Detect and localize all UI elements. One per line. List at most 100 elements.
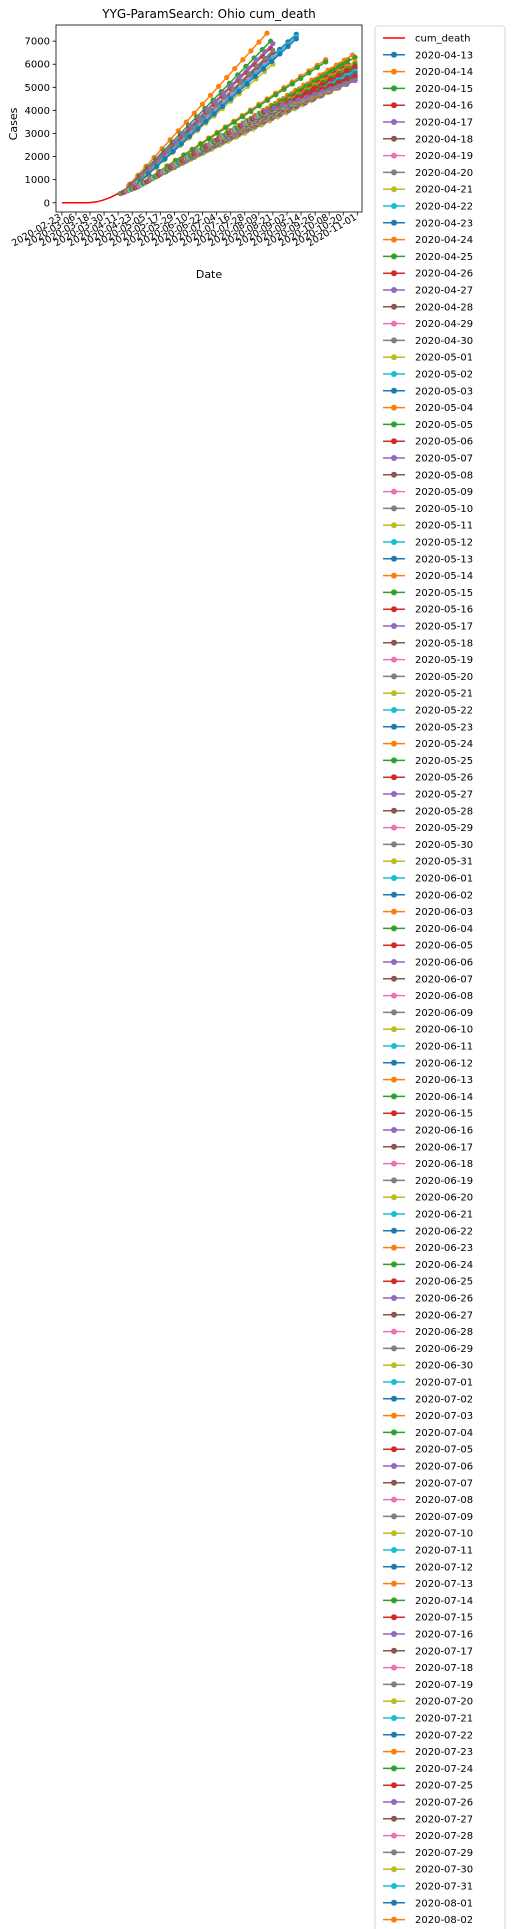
- legend-label: 2020-06-17: [415, 1142, 473, 1153]
- data-point: [281, 86, 287, 92]
- legend-label: 2020-06-21: [415, 1210, 473, 1221]
- legend-entry: 2020-06-19: [383, 1176, 473, 1187]
- legend-marker: [391, 438, 397, 445]
- y-tick-label: 4000: [25, 106, 50, 117]
- legend-label: 2020-05-26: [415, 773, 473, 784]
- data-point: [327, 77, 333, 83]
- legend-label: 2020-07-26: [415, 1798, 473, 1809]
- data-point: [264, 30, 270, 36]
- legend-entry: 2020-06-02: [383, 890, 473, 901]
- legend-label: 2020-05-27: [415, 790, 473, 801]
- legend-entry: 2020-07-22: [383, 1730, 473, 1741]
- legend-entry: 2020-07-28: [383, 1831, 473, 1842]
- legend-label: 2020-06-25: [415, 1277, 473, 1288]
- legend-entry: 2020-06-28: [383, 1327, 473, 1338]
- legend-marker: [391, 1211, 397, 1217]
- legend-entry: 2020-07-04: [383, 1428, 473, 1439]
- data-point: [285, 43, 291, 50]
- legend-label: 2020-06-02: [415, 890, 473, 901]
- legend-label: 2020-07-12: [415, 1562, 473, 1573]
- legend-entry: 2020-05-18: [383, 638, 473, 649]
- legend-label: 2020-06-11: [415, 1042, 473, 1053]
- legend-entry: 2020-07-01: [383, 1378, 473, 1389]
- legend-marker: [391, 51, 397, 58]
- legend-marker: [391, 1160, 397, 1167]
- data-point: [246, 71, 252, 77]
- legend-marker: [391, 1379, 397, 1385]
- legend-marker: [391, 1009, 397, 1016]
- legend-marker: [391, 471, 397, 478]
- legend-entry: 2020-04-13: [383, 50, 473, 61]
- legend-entry: 2020-06-14: [383, 1092, 473, 1103]
- legend-entry: 2020-07-30: [383, 1865, 473, 1876]
- legend-marker: [391, 1832, 397, 1839]
- legend-marker: [391, 253, 397, 260]
- legend-label: 2020-06-19: [415, 1176, 473, 1187]
- legend-marker: [391, 1177, 397, 1184]
- legend-marker: [391, 1295, 397, 1301]
- legend-entry: 2020-05-27: [383, 790, 473, 801]
- series-2020-04-23: [129, 36, 299, 192]
- legend-label: 2020-04-23: [415, 218, 473, 229]
- legend-label: 2020-06-22: [415, 1226, 473, 1237]
- legend-marker: [391, 1883, 397, 1889]
- legend-marker: [391, 102, 397, 109]
- legend-label: 2020-05-28: [415, 806, 473, 817]
- legend-marker: [391, 707, 397, 713]
- legend-label: 2020-06-20: [415, 1193, 473, 1204]
- data-point: [279, 102, 285, 109]
- legend-label: 2020-07-13: [415, 1579, 473, 1590]
- legend-entry: 2020-05-06: [383, 437, 473, 448]
- legend-label: 2020-06-07: [415, 974, 473, 985]
- data-point: [222, 94, 228, 100]
- legend-entry: 2020-07-25: [383, 1781, 473, 1792]
- legend-label: 2020-05-13: [415, 554, 473, 565]
- legend-entry: 2020-04-21: [383, 185, 473, 196]
- legend-label: 2020-06-03: [415, 907, 473, 918]
- legend-label: 2020-05-30: [415, 840, 473, 851]
- legend-label: 2020-05-08: [415, 470, 473, 481]
- legend-marker: [391, 673, 397, 680]
- legend-entry: 2020-07-21: [383, 1714, 473, 1725]
- legend-entry: 2020-06-27: [383, 1310, 473, 1321]
- data-point: [260, 66, 267, 72]
- legend-label: 2020-07-28: [415, 1831, 473, 1842]
- legend-entry: 2020-06-10: [383, 1025, 473, 1036]
- legend-label: 2020-06-13: [415, 1075, 473, 1086]
- data-point: [221, 90, 227, 96]
- legend-entry: 2020-06-08: [383, 991, 473, 1002]
- data-point: [263, 108, 269, 114]
- y-tick-label: 5000: [25, 83, 50, 94]
- legend-marker: [391, 639, 397, 646]
- legend-marker: [391, 203, 397, 209]
- legend-label: 2020-04-21: [415, 185, 473, 196]
- legend-marker: [391, 186, 397, 193]
- data-point: [224, 74, 230, 81]
- legend-marker: [391, 135, 397, 142]
- legend-label: 2020-05-19: [415, 655, 473, 666]
- legend-label: 2020-07-22: [415, 1730, 473, 1741]
- legend-entry: cum_death: [383, 34, 470, 45]
- legend-entry: 2020-06-16: [383, 1126, 473, 1137]
- legend-label: 2020-07-03: [415, 1411, 473, 1422]
- data-point: [187, 133, 193, 139]
- data-point: [344, 68, 350, 74]
- data-point: [311, 91, 318, 97]
- legend-marker: [391, 337, 397, 344]
- legend-marker: [391, 1311, 397, 1318]
- legend-entry: 2020-05-02: [383, 370, 473, 381]
- legend-entry: 2020-07-20: [383, 1697, 473, 1708]
- data-point: [336, 83, 342, 89]
- data-point: [264, 97, 271, 103]
- legend-frame: [374, 25, 506, 1929]
- legend-marker: [391, 572, 397, 579]
- legend-entry: 2020-04-20: [383, 168, 473, 179]
- legend-label: 2020-07-08: [415, 1495, 473, 1506]
- legend-entry: 2020-05-23: [383, 722, 473, 733]
- legend-entry: 2020-05-04: [383, 403, 473, 414]
- legend-marker: [391, 1530, 397, 1537]
- legend-entry: 2020-07-09: [383, 1512, 473, 1523]
- legend-entry: 2020-06-12: [383, 1058, 473, 1069]
- legend-entry: 2020-06-03: [383, 907, 473, 918]
- data-point: [216, 83, 222, 89]
